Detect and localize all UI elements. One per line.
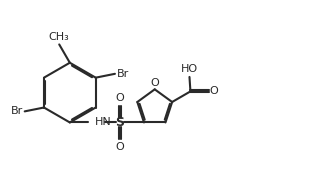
Text: O: O	[210, 86, 218, 96]
Text: HN: HN	[95, 117, 112, 127]
Text: Br: Br	[11, 106, 23, 116]
Text: O: O	[115, 93, 124, 103]
Text: O: O	[115, 142, 124, 152]
Text: HO: HO	[181, 64, 198, 74]
Text: O: O	[150, 78, 159, 88]
Text: Br: Br	[116, 69, 129, 79]
Text: CH₃: CH₃	[49, 32, 69, 42]
Text: S: S	[115, 116, 124, 129]
